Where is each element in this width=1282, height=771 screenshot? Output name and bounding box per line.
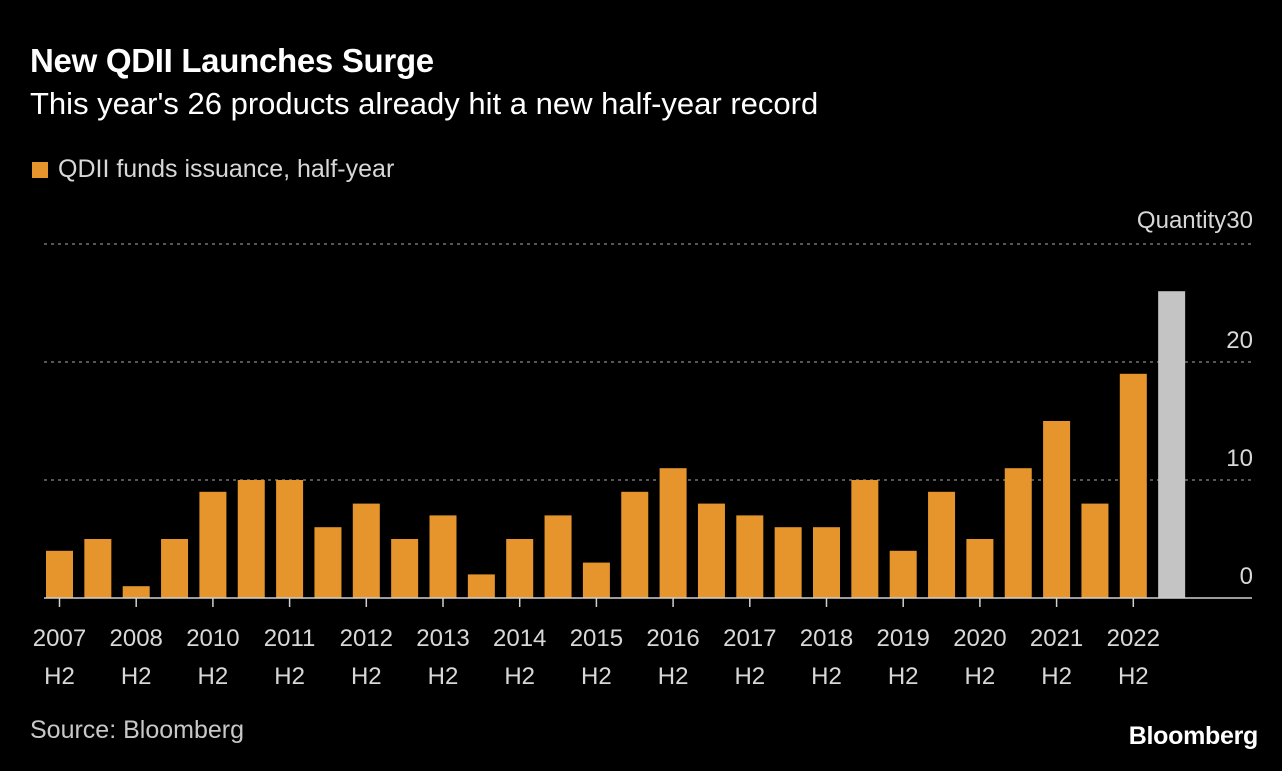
x-tick-label-year: 2008 xyxy=(110,625,163,652)
bar xyxy=(966,539,994,598)
source-note: Source: Bloomberg xyxy=(30,716,245,744)
x-tick-label-year: 2014 xyxy=(493,625,546,652)
bar xyxy=(429,515,457,598)
y-tick-label: 10 xyxy=(1226,445,1253,472)
x-tick-label-half: H2 xyxy=(428,663,459,690)
x-tick-label-year: 2012 xyxy=(340,625,393,652)
x-tick-label-year: 2022 xyxy=(1107,625,1160,652)
bar xyxy=(582,562,610,598)
x-tick-label-half: H2 xyxy=(658,663,689,690)
x-tick-label-year: 2007 xyxy=(33,625,86,652)
x-tick-label-half: H2 xyxy=(504,663,535,690)
bloomberg-logo: Bloomberg xyxy=(1128,722,1259,750)
bar xyxy=(621,491,649,598)
x-tick-label-year: 2015 xyxy=(570,625,623,652)
bar xyxy=(467,574,495,598)
x-tick-label-year: 2010 xyxy=(186,625,239,652)
x-tick-label-half: H2 xyxy=(734,663,765,690)
x-tick-label-half: H2 xyxy=(198,663,229,690)
bar xyxy=(928,491,956,598)
bar xyxy=(851,480,879,598)
bar xyxy=(659,468,687,598)
bar xyxy=(391,539,419,598)
x-tick-label-half: H2 xyxy=(888,663,919,690)
legend: QDII funds issuance, half-year xyxy=(32,155,394,184)
bar xyxy=(122,586,150,598)
bar xyxy=(1081,503,1109,598)
x-tick-label-half: H2 xyxy=(44,663,75,690)
bar xyxy=(352,503,380,598)
x-tick-label-half: H2 xyxy=(811,663,842,690)
bar xyxy=(1004,468,1032,598)
bar xyxy=(237,480,265,598)
x-tick-label-year: 2013 xyxy=(416,625,469,652)
chart-title: New QDII Launches Surge xyxy=(30,42,434,79)
x-tick-label-year: 2021 xyxy=(1030,625,1083,652)
y-tick-label: Quantity30 xyxy=(1137,207,1253,234)
y-tick-label: 20 xyxy=(1226,327,1253,354)
bar xyxy=(697,503,725,598)
bar xyxy=(1119,373,1147,598)
x-tick-label-half: H2 xyxy=(965,663,996,690)
x-tick-label-year: 2011 xyxy=(264,625,316,652)
x-tick-label-year: 2020 xyxy=(953,625,1006,652)
x-tick-label-half: H2 xyxy=(1041,663,1072,690)
x-tick-label-year: 2017 xyxy=(723,625,776,652)
bar xyxy=(161,539,189,598)
x-tick-label-half: H2 xyxy=(121,663,152,690)
x-tick-label-half: H2 xyxy=(274,663,305,690)
x-tick-label-half: H2 xyxy=(1118,663,1149,690)
bar xyxy=(736,515,764,598)
bar xyxy=(314,527,342,598)
bar xyxy=(506,539,534,598)
bar xyxy=(84,539,112,598)
chart-subtitle: This year's 26 products already hit a ne… xyxy=(30,86,819,121)
x-tick-label-year: 2016 xyxy=(646,625,699,652)
bar xyxy=(46,550,73,598)
bar xyxy=(774,527,802,598)
bar-highlight xyxy=(1158,291,1186,598)
y-tick-label: 0 xyxy=(1240,563,1253,590)
bar xyxy=(813,527,840,598)
x-tick-label-half: H2 xyxy=(581,663,612,690)
x-tick-label-year: 2019 xyxy=(877,625,930,652)
legend-swatch xyxy=(32,161,48,178)
x-tick-label-half: H2 xyxy=(351,663,382,690)
bar xyxy=(544,515,572,598)
bar xyxy=(1043,421,1071,598)
bar xyxy=(276,480,304,598)
bar xyxy=(889,550,917,598)
bar xyxy=(199,491,227,598)
legend-label: QDII funds issuance, half-year xyxy=(58,155,395,183)
x-tick-label-year: 2018 xyxy=(800,625,853,652)
